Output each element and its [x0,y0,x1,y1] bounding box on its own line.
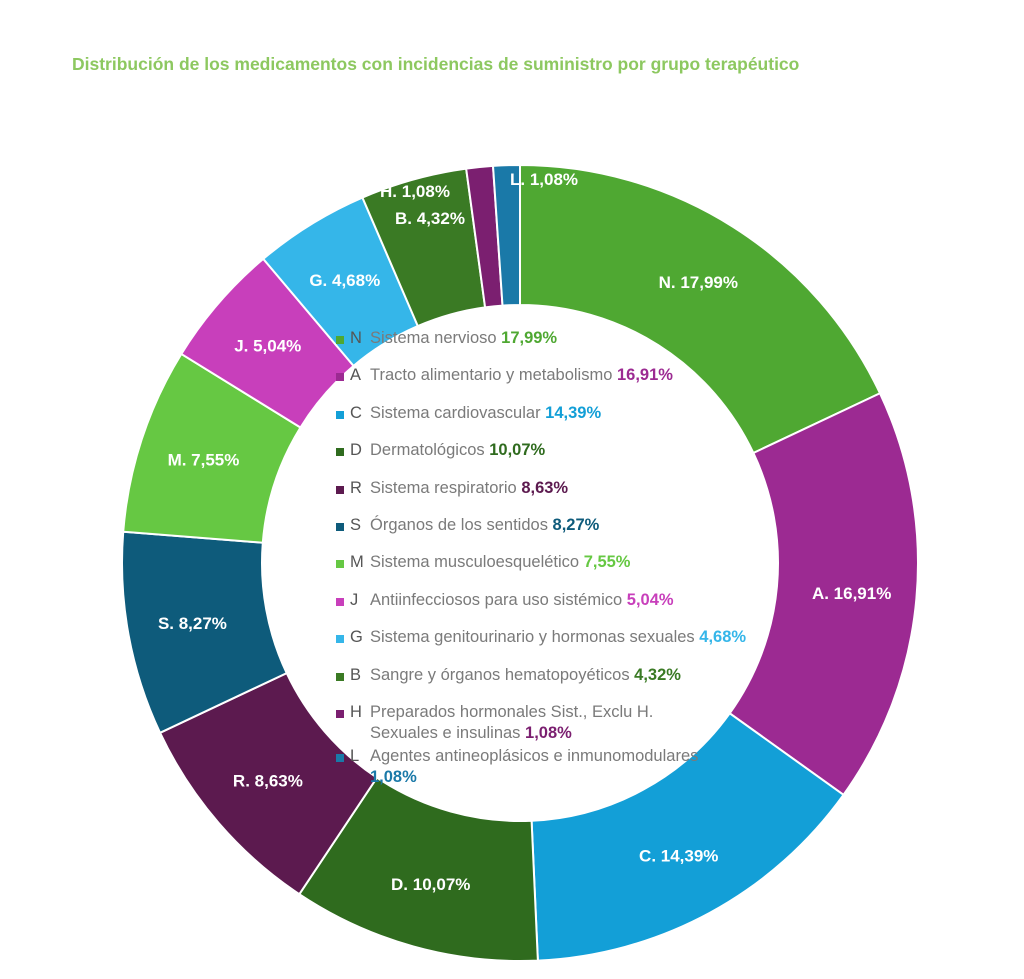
legend-item-G: G Sistema genitourinario y hormonas sexua… [336,627,806,648]
legend-name: Sistema respiratorio [370,478,522,497]
legend-swatch [336,485,344,494]
slice-label-J: J. 5,04% [234,337,301,356]
legend-code: C [350,403,362,422]
legend-text: Sistema genitourinario y hormonas sexual… [370,627,746,648]
legend-value: 8,27% [552,515,600,534]
legend-value: 5,04% [626,590,674,609]
slice-label-B: B. 4,32% [395,209,465,228]
chart-title: Distribución de los medicamentos con inc… [72,54,800,74]
slice-L [491,163,521,307]
legend-item-D: D Dermatológicos 10,07% [336,440,806,461]
legend-name: Sangre y órganos hematopoyéticos [370,665,635,684]
slice-label-H: H. 1,08% [380,182,450,201]
legend-swatch [336,635,344,644]
slice-N [519,163,882,455]
legend-code: M [350,553,364,572]
legend-swatch [336,709,344,718]
legend-value: 17,99% [501,329,558,347]
legend-code: D [350,441,362,460]
legend-item-C: C Sistema cardiovascular 14,39% [336,403,806,424]
legend-item-B: B Sangre y órganos hematopoyéticos 4,32% [336,665,806,686]
slice-label-D: D. 10,07% [391,875,470,894]
legend-text: Tracto alimentario y metabolismo 16,91% [370,365,673,386]
legend-text: Dermatológicos 10,07% [370,440,545,461]
legend-text: Antiinfecciosos para uso sistémico 5,04% [370,590,674,611]
legend-item-A: A Tracto alimentario y metabolismo 16,91% [336,365,806,386]
legend-text: Sistema cardiovascular 14,39% [370,403,601,424]
slice-label-L: L. 1,08% [510,170,578,189]
legend-value: 4,68% [699,628,747,647]
legend-code: H [350,702,362,721]
slice-label-R: R. 8,63% [233,772,303,791]
legend-name: Sistema cardiovascular [370,403,546,422]
legend-item-H: H Preparados hormonales Sist., Exclu H. S… [336,702,806,744]
legend-text: Sistema nervioso 17,99% [370,328,557,349]
slice-label-M: M. 7,55% [168,451,240,470]
legend-code: A [350,366,362,385]
legend-code: N [350,329,362,347]
legend-text: Sistema musculoesquelético 7,55% [370,552,630,573]
legend-swatch [336,373,344,382]
slice-label-N: N. 17,99% [659,273,738,292]
legend-item-R: R Sistema respiratorio 8,63% [336,478,806,499]
legend-value: 4,32% [634,665,681,684]
legend-text: Agentes antineoplásicos e inmunomodulare… [370,746,710,788]
legend-value: 1,08% [525,723,572,742]
legend-value: 8,63% [521,478,569,497]
legend-swatch [336,672,344,681]
legend-swatch [336,448,344,457]
legend-name: Preparados hormonales Sist., Exclu H. Se… [370,702,654,742]
legend-item-L: L Agentes antineoplásicos e inmunomodular… [336,746,806,788]
legend-name: Sistema musculoesquelético [370,553,584,572]
legend-value: 16,91% [616,366,673,385]
legend-text: Sangre y órganos hematopoyéticos 4,32% [370,665,681,686]
slice-A [728,391,919,797]
slice-label-G: G. 4,68% [309,271,380,290]
legend-code: R [350,478,362,497]
legend-name: Dermatológicos [370,441,490,460]
legend-value: 7,55% [583,553,631,572]
legend-item-J: J Antiinfecciosos para uso sistémico 5,04… [336,590,806,611]
legend-code: G [350,628,363,647]
legend-item-M: M Sistema musculoesquelético 7,55% [336,552,806,573]
legend-name: Sistema nervioso [370,329,502,347]
legend-swatch [336,410,344,419]
legend-code: L [350,746,360,765]
legend-text: Preparados hormonales Sist., Exclu H. Se… [370,702,710,744]
slice-label-S: S. 8,27% [158,614,227,633]
legend-item-N: N Sistema nervioso 17,99% [336,328,806,349]
legend-name: Órganos de los sentidos [370,515,553,534]
legend-swatch [336,336,344,344]
legend-text: Sistema respiratorio 8,63% [370,478,568,499]
slice-label-C: C. 14,39% [639,847,718,866]
legend-code: J [350,590,359,609]
legend-swatch [336,560,344,569]
legend: N Sistema nervioso 17,99% A Tracto alimenta… [336,328,806,804]
legend-name: Antiinfecciosos para uso sistémico [370,590,627,609]
legend-value: 14,39% [545,403,602,422]
legend-value: 1,08% [370,767,417,786]
legend-name: Sistema genitourinario y hormonas sexual… [370,628,700,647]
slice-label-A: A. 16,91% [812,584,891,603]
legend-value: 10,07% [489,441,546,460]
legend-swatch [336,753,344,762]
legend-swatch [336,597,344,606]
legend-text: Órganos de los sentidos 8,27% [370,515,599,536]
legend-code: S [350,515,362,534]
legend-code: B [350,665,362,684]
legend-swatch [336,522,344,531]
legend-name: Agentes antineoplásicos e inmunomodulare… [370,746,699,765]
legend-item-S: S Órganos de los sentidos 8,27% [336,515,806,536]
legend-name: Tracto alimentario y metabolismo [370,366,617,385]
